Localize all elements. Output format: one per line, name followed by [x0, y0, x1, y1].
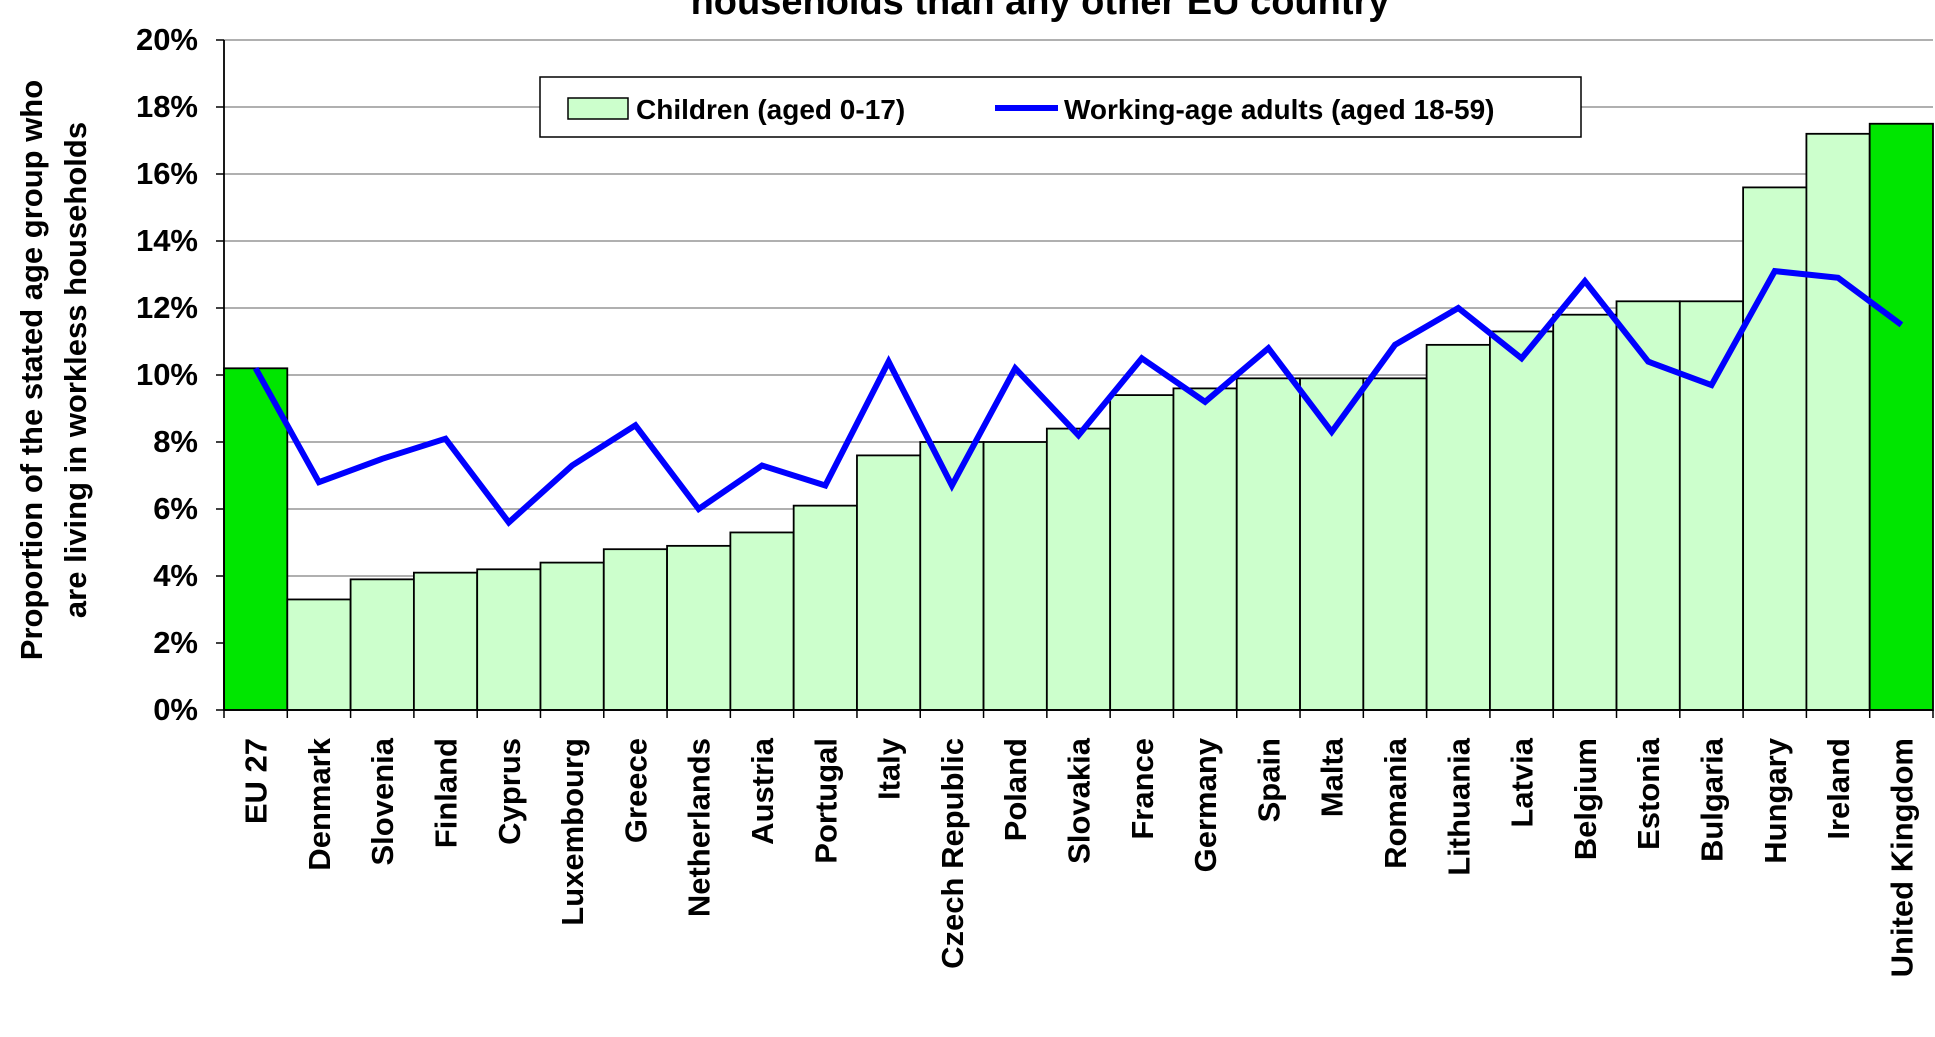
bar-poland	[982, 441, 1048, 711]
x-tick-label: Spain	[1251, 738, 1286, 822]
x-tick-label: Netherlands	[682, 738, 717, 917]
bar-denmark	[286, 598, 352, 711]
x-tick-label: Bulgaria	[1695, 737, 1730, 862]
x-tick-label: EU 27	[239, 738, 274, 824]
x-tick-labels: EU 27 Denmark Slovenia Finland Cyprus Luxembo…	[239, 737, 1920, 977]
bar-slovakia	[1045, 427, 1112, 711]
bar-finland	[412, 571, 479, 711]
bar-france	[1109, 394, 1175, 711]
x-tick-label: Ireland	[1821, 738, 1856, 840]
x-tick-label: Poland	[998, 738, 1033, 841]
legend-label-adults: Working-age adults (aged 18-59)	[1064, 94, 1494, 125]
bar-cyprus	[476, 568, 542, 711]
x-tick-label: Romania	[1378, 737, 1413, 869]
bar-slovenia	[349, 578, 415, 711]
y-tick-label: 10%	[136, 357, 198, 392]
adults-series-polyline	[252, 267, 1904, 527]
legend: Children (aged 0-17) Working-age adults …	[539, 76, 1582, 138]
bar-ireland	[1805, 132, 1871, 711]
x-tick-label: Czech Republic	[935, 738, 970, 969]
bar-lithuania	[1425, 343, 1491, 711]
y-axis-label-line-2: are living in workless households	[58, 122, 93, 618]
x-tick-label: Slovenia	[365, 737, 400, 865]
bar-germany	[1172, 387, 1238, 711]
bar-united-kingdom	[1868, 122, 1934, 711]
bar-portugal	[792, 504, 858, 711]
x-tick-label: Denmark	[302, 737, 337, 870]
x-tick-label: United Kingdom	[1884, 738, 1919, 977]
y-tick-label: 14%	[136, 223, 198, 258]
y-tick-label: 4%	[153, 558, 198, 593]
bar-belgium	[1552, 313, 1618, 711]
x-tick-label: Lithuania	[1441, 737, 1476, 876]
chart-title: households than any other EU country	[691, 0, 1390, 23]
x-tick-label: Germany	[1188, 737, 1223, 872]
x-tick-label: Luxembourg	[555, 738, 590, 926]
x-tick-label: Slovakia	[1062, 737, 1097, 864]
y-tick-label: 18%	[136, 89, 198, 124]
y-tick-labels: 0% 2% 4% 6% 8% 10% 12% 14% 16% 18% 20%	[136, 22, 198, 727]
bars	[223, 122, 1934, 711]
bar-greece	[602, 548, 668, 711]
y-tick-label: 6%	[153, 491, 198, 526]
axes	[223, 40, 1934, 718]
y-axis-label: Proportion of the stated age group who a…	[14, 80, 93, 660]
x-tick-label: Hungary	[1758, 737, 1793, 864]
legend-swatch-children	[567, 97, 629, 120]
bar-romania	[1362, 377, 1428, 711]
bar-luxembourg	[539, 561, 605, 711]
bar-netherlands	[666, 544, 732, 711]
x-tick-label: Cyprus	[492, 738, 527, 845]
bar-italy	[856, 454, 922, 711]
bar-hungary	[1742, 186, 1808, 711]
x-tick-label: Estonia	[1631, 737, 1666, 850]
x-tick-label: Latvia	[1505, 737, 1540, 827]
y-tick-label: 0%	[153, 692, 198, 727]
bar-bulgaria	[1678, 300, 1745, 711]
x-tick-label: France	[1125, 738, 1160, 840]
y-tick-label: 20%	[136, 22, 198, 57]
bar-spain	[1235, 377, 1301, 711]
x-tick-label: Malta	[1315, 737, 1350, 817]
y-tick-label: 16%	[136, 156, 198, 191]
legend-box	[539, 76, 1582, 138]
x-tick-label: Portugal	[808, 738, 843, 864]
y-tick-label: 2%	[153, 625, 198, 660]
legend-label-children: Children (aged 0-17)	[636, 94, 905, 125]
adult-series-line	[252, 267, 1904, 527]
x-tick-label: Belgium	[1568, 738, 1603, 860]
bar-latvia	[1489, 330, 1555, 711]
y-axis-label-line-1: Proportion of the stated age group who	[14, 80, 49, 660]
x-tick-label: Finland	[429, 738, 464, 848]
y-tick-label: 8%	[153, 424, 198, 459]
x-tick-label: Greece	[618, 738, 653, 843]
bar-eu-27	[223, 367, 289, 711]
y-tick-label: 12%	[136, 290, 198, 325]
bar-austria	[729, 531, 795, 711]
x-tick-label: Italy	[872, 737, 907, 800]
x-tick-label: Austria	[745, 737, 780, 845]
